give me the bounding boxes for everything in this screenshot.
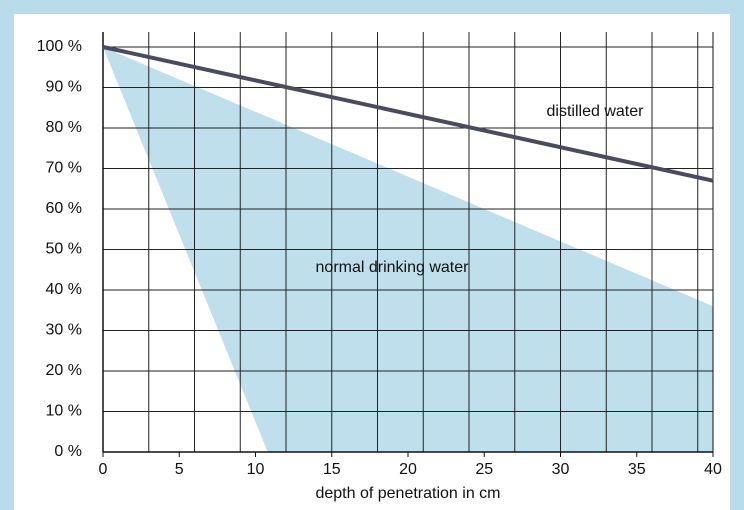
y-tick-label: 10 % bbox=[46, 403, 82, 420]
series-label: distilled water bbox=[547, 103, 645, 120]
x-tick-label: 35 bbox=[628, 461, 646, 478]
y-tick-label: 0 % bbox=[54, 443, 82, 460]
y-tick-label: 60 % bbox=[46, 200, 82, 217]
x-tick-label: 40 bbox=[704, 461, 722, 478]
x-tick-label: 0 bbox=[99, 461, 108, 478]
y-tick-label: 100 % bbox=[37, 38, 82, 55]
y-tick-label: 30 % bbox=[46, 322, 82, 339]
x-axis-label: depth of penetration in cm bbox=[315, 485, 500, 502]
x-tick-label: 10 bbox=[247, 461, 265, 478]
y-tick-label: 70 % bbox=[46, 160, 82, 177]
series-label: normal drinking water bbox=[316, 259, 470, 276]
y-tick-label: 50 % bbox=[46, 241, 82, 258]
x-tick-label: 20 bbox=[399, 461, 417, 478]
y-tick-label: 40 % bbox=[46, 281, 82, 298]
line bbox=[102, 45, 714, 183]
y-tick-label: 90 % bbox=[46, 79, 82, 96]
x-tick-label: 15 bbox=[323, 461, 341, 478]
y-tick-label: 20 % bbox=[46, 362, 82, 379]
y-tick-label: 80 % bbox=[46, 119, 82, 136]
x-tick-label: 5 bbox=[175, 461, 184, 478]
x-tick-label: 25 bbox=[475, 461, 493, 478]
x-tick-label: 30 bbox=[552, 461, 570, 478]
